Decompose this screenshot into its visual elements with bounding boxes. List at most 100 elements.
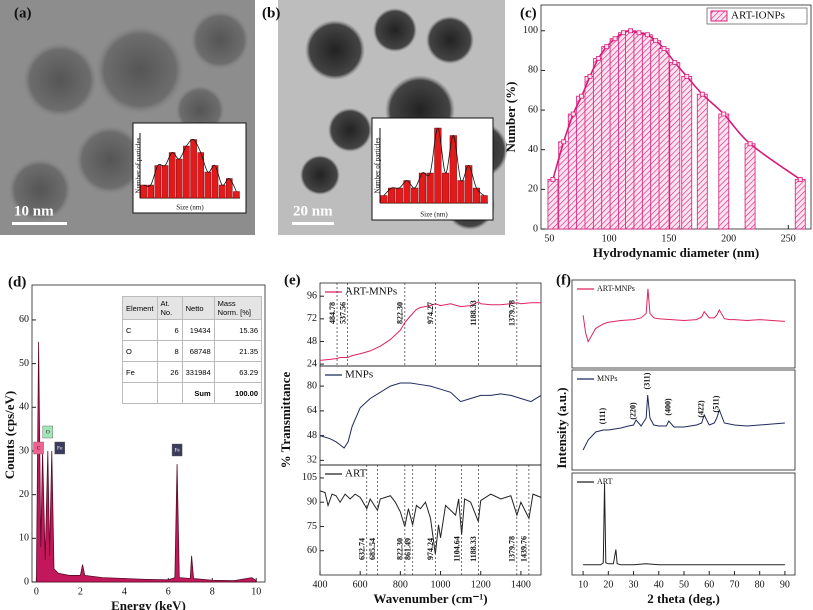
bar <box>547 179 559 230</box>
x-axis-label: Size (nm) <box>176 204 204 212</box>
peak-label: O <box>46 429 50 435</box>
y-axis-label: % Transmittance <box>278 371 293 468</box>
peak-label: 822.30 <box>396 538 405 560</box>
peak-tag <box>33 441 44 455</box>
table-cell: 331984 <box>181 361 215 383</box>
y-axis-label: Number of particles <box>135 137 143 193</box>
bar <box>681 75 693 230</box>
y-tick-label: 0 <box>24 576 29 587</box>
peak-label: 1439.76 <box>520 536 529 562</box>
x-tick-label: 6 <box>166 586 171 597</box>
x-tick-label: 1200 <box>471 579 491 590</box>
table-cell: 26 <box>156 361 183 383</box>
table-cell: 63.29 <box>213 361 263 383</box>
point <box>653 38 659 44</box>
peak-label: (422) <box>696 400 705 418</box>
y-tick-label: 10 <box>19 533 29 544</box>
peak-label: 1188.33 <box>469 300 478 326</box>
series-line <box>319 301 541 361</box>
x-axis-label: 2 theta (deg.) <box>647 591 720 606</box>
y-tick-label: 50 <box>19 358 29 369</box>
x-tick-label: 800 <box>393 579 408 590</box>
table-cell: Netto <box>181 296 215 320</box>
legend-swatch <box>710 10 728 22</box>
table-row: C 6 19434 15.36 <box>122 319 263 341</box>
series-line <box>319 490 542 555</box>
x-tick-label: 20 <box>603 579 613 590</box>
table-row: Sum 100.00 <box>122 382 263 404</box>
bar <box>147 184 154 199</box>
x-tick-label: 10 <box>578 579 588 590</box>
panel-label: (d) <box>8 274 26 290</box>
x-tick-label: 50 <box>679 579 689 590</box>
x-tick-label: 4 <box>122 586 127 597</box>
series-line <box>582 288 785 343</box>
y-tick-label: 40 <box>19 402 29 413</box>
x-tick-label: 400 <box>313 579 328 590</box>
point <box>612 36 618 42</box>
peak-label: (220) <box>628 402 637 420</box>
peak-label: 1379.78 <box>508 536 517 562</box>
table-cell: 68748 <box>181 340 215 362</box>
x-tick-label: 40 <box>654 579 664 590</box>
bar <box>161 165 169 199</box>
x-tick-label: 2 <box>78 586 83 597</box>
series-line <box>583 483 785 566</box>
y-tick-label: 24 <box>307 358 317 369</box>
table-cell <box>156 382 183 404</box>
table-cell: 8 <box>156 340 183 362</box>
y-axis-label: Intensity (a.u.) <box>554 387 569 468</box>
x-tick-label: 90 <box>780 579 790 590</box>
bar <box>168 152 176 199</box>
bar <box>218 184 226 199</box>
y-tick-label: 32 <box>307 455 317 466</box>
scale-bar-label: 20 nm <box>293 203 333 219</box>
y-tick-label: 100 <box>523 25 538 36</box>
bar <box>696 93 708 230</box>
legend-label: ART-MNPs <box>345 286 397 298</box>
panel-label: (a) <box>14 5 32 21</box>
point <box>570 111 576 117</box>
x-axis-label: Hydrodynamic diameter (nm) <box>593 245 759 260</box>
panel-label: (e) <box>284 272 301 288</box>
peak-label: 632.74 <box>358 538 367 560</box>
legend-label: ART-MNPs <box>597 284 635 293</box>
legend-label: ART-IONPs <box>731 10 785 22</box>
y-tick-label: 20 <box>19 489 29 500</box>
y-axis-label: Counts (cps/eV) <box>2 391 17 479</box>
inset-frame <box>371 117 494 221</box>
point <box>672 60 678 65</box>
panel-label: (c) <box>520 5 537 21</box>
point <box>595 56 601 61</box>
panel-label: (f) <box>556 272 571 288</box>
bar <box>204 171 212 199</box>
y-tick-label: 105 <box>302 472 317 483</box>
x-axis-label: Energy (keV) <box>111 598 186 610</box>
point <box>587 73 593 79</box>
y-tick-label: 60 <box>307 545 317 556</box>
legend-label: MNPs <box>597 374 617 383</box>
legend-box <box>706 7 808 25</box>
y-tick-label: 30 <box>19 445 29 456</box>
bar <box>457 180 465 204</box>
y-tick-label: 60 <box>19 314 29 325</box>
x-tick-label: 200 <box>721 233 736 244</box>
y-tick-label: 90 <box>307 497 317 508</box>
spectrum-area <box>35 341 257 583</box>
y-tick-label: 80 <box>528 65 538 76</box>
bar <box>718 113 730 230</box>
peak-label: 1104.64 <box>452 536 461 562</box>
bar <box>411 187 419 204</box>
peak-label: 1188.33 <box>469 536 478 562</box>
peak-label: 1379.78 <box>508 300 517 326</box>
x-tick-label: 8 <box>210 586 215 597</box>
x-tick-label: 70 <box>729 579 739 590</box>
x-axis-label: Wavenumber (cm⁻¹) <box>373 591 487 606</box>
y-tick-label: 48 <box>307 336 317 347</box>
bar <box>183 145 190 199</box>
table-cell: Sum <box>181 382 215 404</box>
table-cell: 19434 <box>181 319 215 341</box>
y-tick-label: 80 <box>307 380 317 391</box>
y-axis-label: Number of particles <box>374 137 382 193</box>
